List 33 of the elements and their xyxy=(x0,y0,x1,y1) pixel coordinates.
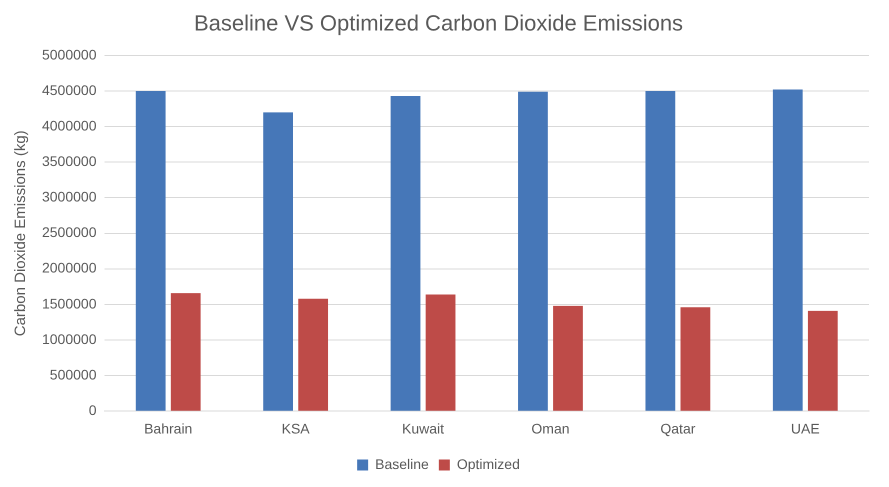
y-tick-label: 4500000 xyxy=(42,82,97,98)
legend-label: Optimized xyxy=(456,456,520,472)
bar xyxy=(518,92,548,411)
bar xyxy=(136,90,166,411)
y-tick-label: 1500000 xyxy=(42,295,97,312)
y-tick-label: 3000000 xyxy=(42,188,97,205)
x-tick-label: Qatar xyxy=(660,420,696,436)
x-tick-label: Bahrain xyxy=(144,420,192,436)
y-axis-title: Carbon Dioxide Emissions (kg) xyxy=(12,130,30,336)
bar xyxy=(426,294,456,411)
bar xyxy=(808,310,838,411)
bar xyxy=(298,298,328,411)
bar xyxy=(680,307,710,411)
y-tick-label: 5000000 xyxy=(42,46,97,62)
bar xyxy=(170,293,201,411)
x-tick-label: Oman xyxy=(531,420,570,436)
y-tick-label: 3500000 xyxy=(42,153,97,169)
y-tick-label: 4000000 xyxy=(42,117,97,134)
bar xyxy=(772,90,803,411)
chart-title: Baseline VS Optimized Carbon Dioxide Emissions xyxy=(194,10,684,36)
y-tick-label: 500000 xyxy=(50,366,97,382)
y-tick-label: 1000000 xyxy=(42,330,97,347)
bar xyxy=(645,90,676,411)
x-tick-label: Kuwait xyxy=(402,420,444,436)
legend-label: Baseline xyxy=(375,456,430,472)
bar xyxy=(553,306,583,411)
y-tick-label: 2000000 xyxy=(42,260,97,276)
y-tick-label: 2500000 xyxy=(42,224,97,240)
bar xyxy=(390,96,420,411)
y-tick-label: 0 xyxy=(88,402,97,418)
bar xyxy=(263,112,293,411)
x-tick-label: KSA xyxy=(282,420,310,436)
x-tick-label: UAE xyxy=(790,420,820,436)
